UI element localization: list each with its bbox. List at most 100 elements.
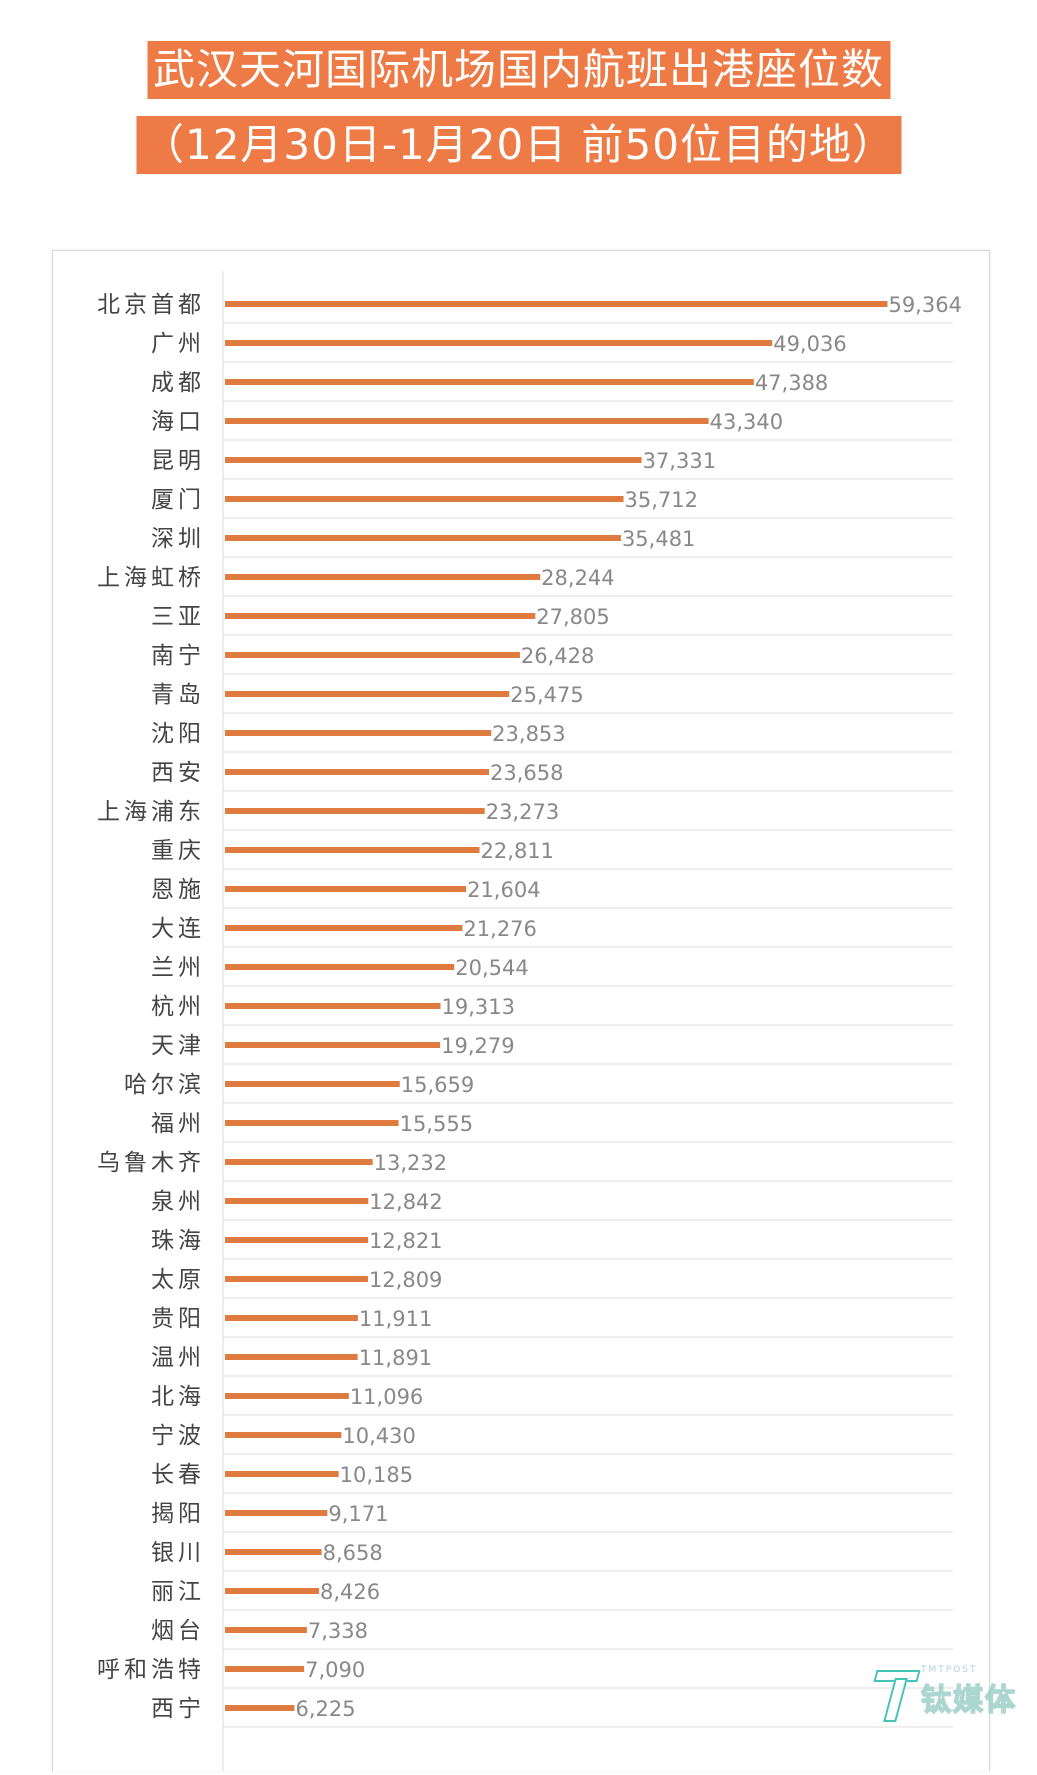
bar — [225, 730, 492, 736]
category-label: 太原 — [151, 1267, 205, 1293]
data-label: 8,658 — [323, 1541, 383, 1565]
data-label: 8,426 — [320, 1580, 380, 1604]
category-label: 乌鲁木齐 — [97, 1150, 205, 1176]
bar — [225, 1549, 322, 1555]
data-label: 11,891 — [359, 1346, 432, 1370]
bar — [225, 1666, 305, 1672]
category-label: 泉州 — [151, 1189, 205, 1215]
bar — [225, 1276, 368, 1282]
category-label: 上海浦东 — [97, 799, 205, 825]
bar — [225, 1237, 369, 1243]
category-label: 兰州 — [151, 955, 205, 981]
bar — [225, 301, 888, 307]
category-label: 宁波 — [151, 1423, 205, 1449]
data-label: 23,658 — [490, 761, 563, 785]
category-label: 成都 — [151, 370, 205, 396]
category-label: 福州 — [151, 1111, 205, 1137]
bar — [225, 1705, 295, 1711]
bar — [225, 652, 520, 658]
category-label: 三亚 — [151, 604, 205, 630]
bar — [225, 535, 621, 541]
bar — [225, 1627, 307, 1633]
data-label: 11,911 — [359, 1307, 432, 1331]
data-label: 19,279 — [441, 1034, 514, 1058]
data-label: 27,805 — [536, 605, 609, 629]
bar — [225, 1120, 399, 1126]
bar — [225, 847, 480, 853]
bar — [225, 457, 642, 463]
bar — [225, 1003, 441, 1009]
category-label: 重庆 — [151, 838, 205, 864]
data-label: 10,430 — [342, 1424, 415, 1448]
data-label: 6,225 — [295, 1697, 355, 1721]
data-label: 9,171 — [328, 1502, 388, 1526]
category-label: 大连 — [151, 916, 205, 942]
bar — [225, 379, 754, 385]
bar — [225, 925, 463, 931]
data-label: 47,388 — [755, 371, 828, 395]
data-label: 35,712 — [625, 488, 698, 512]
category-label: 哈尔滨 — [124, 1072, 205, 1098]
category-label: 长春 — [151, 1462, 205, 1488]
bar — [225, 613, 536, 619]
data-label: 12,842 — [369, 1190, 442, 1214]
data-label: 7,338 — [308, 1619, 368, 1643]
data-label: 23,853 — [492, 722, 565, 746]
bar — [225, 964, 455, 970]
bar — [225, 1159, 373, 1165]
bar — [225, 1081, 400, 1087]
category-label: 昆明 — [151, 448, 205, 474]
category-label: 珠海 — [151, 1228, 205, 1254]
bar — [225, 769, 490, 775]
category-label: 沈阳 — [151, 721, 205, 747]
chart-title-line1: 武汉天河国际机场国内航班出港座位数 — [146, 41, 891, 99]
data-label: 21,604 — [467, 878, 540, 902]
bar — [225, 340, 773, 346]
category-label: 温州 — [151, 1345, 205, 1371]
category-label: 丽江 — [151, 1579, 205, 1605]
chart-title-line2: （12月30日-1月20日 前50位目的地） — [135, 116, 902, 174]
data-label: 43,340 — [710, 410, 783, 434]
bar — [225, 1510, 328, 1516]
category-label: 深圳 — [151, 526, 205, 552]
category-label: 青岛 — [151, 682, 205, 708]
category-label: 银川 — [151, 1540, 205, 1566]
bar — [225, 1432, 342, 1438]
data-label: 12,821 — [369, 1229, 442, 1253]
category-label: 贵阳 — [151, 1306, 205, 1332]
bar — [225, 1042, 441, 1048]
category-label: 北海 — [151, 1384, 205, 1410]
category-label: 恩施 — [151, 877, 205, 903]
bar — [225, 1471, 339, 1477]
bar — [225, 1588, 320, 1594]
data-label: 23,273 — [486, 800, 559, 824]
data-label: 25,475 — [510, 683, 583, 707]
data-label: 20,544 — [455, 956, 528, 980]
bar — [225, 574, 541, 580]
data-label: 10,185 — [340, 1463, 413, 1487]
data-label: 15,555 — [400, 1112, 473, 1136]
data-label: 49,036 — [773, 332, 846, 356]
category-label: 厦门 — [151, 487, 205, 513]
watermark-big-text: 钛媒体 — [920, 1682, 1017, 1719]
data-label: 15,659 — [401, 1073, 474, 1097]
data-label: 37,331 — [643, 449, 716, 473]
data-label: 13,232 — [374, 1151, 447, 1175]
category-label: 天津 — [151, 1033, 205, 1059]
category-label: 西安 — [151, 760, 205, 786]
data-label: 12,809 — [369, 1268, 442, 1292]
data-label: 59,364 — [888, 293, 961, 317]
category-label: 海口 — [151, 409, 205, 435]
data-label: 7,090 — [305, 1658, 365, 1682]
category-label: 杭州 — [151, 994, 205, 1020]
category-label: 广州 — [151, 331, 205, 357]
watermark-logo: TMTPOST 钛媒体 — [875, 1664, 1017, 1720]
bar — [225, 1198, 369, 1204]
bar — [225, 1315, 358, 1321]
bar — [225, 1354, 358, 1360]
data-label: 21,276 — [463, 917, 536, 941]
category-label: 西宁 — [151, 1696, 205, 1722]
bar — [225, 418, 709, 424]
bar-chart: 北京首都 59,364 广州 49,036 成都 47,388 海口 43,340 昆明 37,3… — [97, 271, 962, 1771]
data-label: 19,313 — [442, 995, 515, 1019]
